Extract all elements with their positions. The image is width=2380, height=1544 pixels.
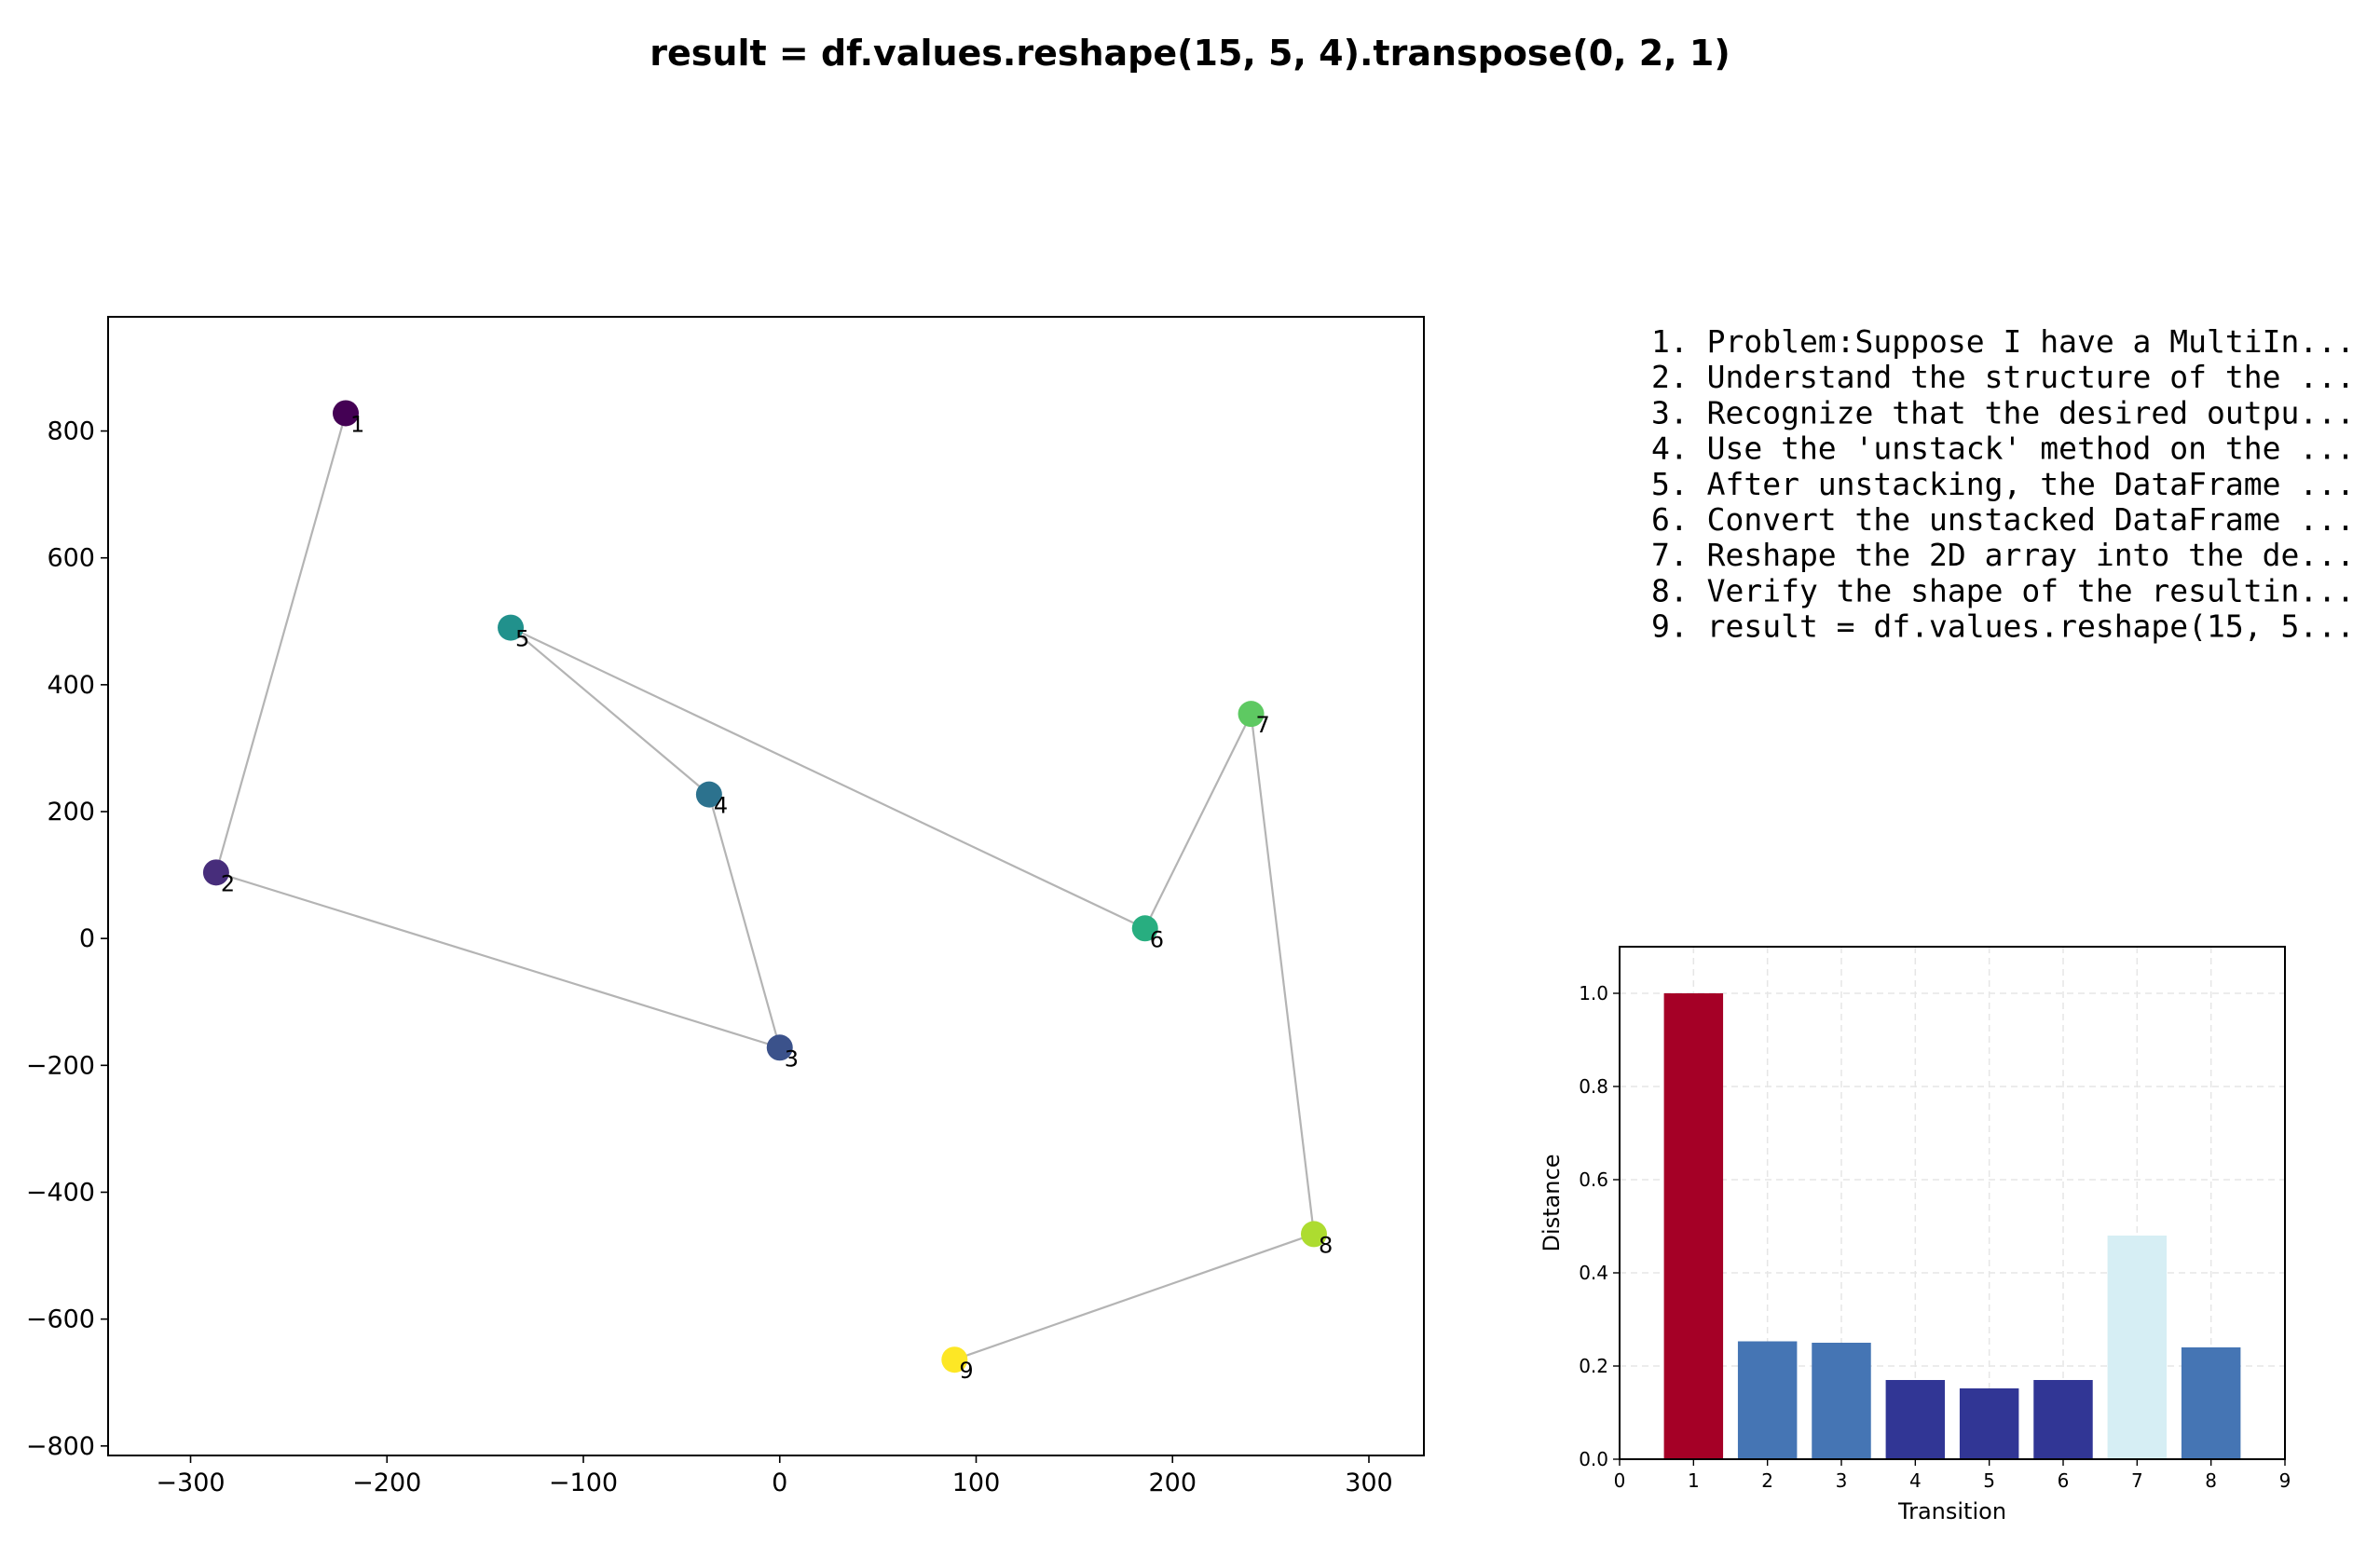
path-segment bbox=[1250, 714, 1316, 1235]
x-tick-label: −200 bbox=[352, 1469, 421, 1497]
step-item: 8. Verify the shape of the resultin... bbox=[1651, 572, 2355, 608]
y-tick-label: 400 bbox=[47, 671, 95, 700]
scatter-point bbox=[941, 1346, 968, 1373]
path-segment bbox=[1143, 713, 1252, 929]
path-segment bbox=[510, 626, 710, 796]
y-tick-label: 1.0 bbox=[1579, 982, 1608, 1004]
x-tick-label: 7 bbox=[2131, 1469, 2143, 1492]
bar bbox=[2181, 1347, 2241, 1459]
bar bbox=[1812, 1343, 1871, 1459]
scatter-point bbox=[498, 614, 525, 641]
x-tick-label: 9 bbox=[2279, 1469, 2291, 1492]
step-item: 9. result = df.values.reshape(15, 5... bbox=[1651, 608, 2355, 645]
point-label: 5 bbox=[515, 626, 529, 652]
step-item: 4. Use the 'unstack' method on the ... bbox=[1651, 430, 2355, 467]
steps-list: 1. Problem:Suppose I have a MultiIn...2.… bbox=[1651, 323, 2355, 645]
bar bbox=[1737, 1341, 1798, 1459]
x-tick-label: 8 bbox=[2205, 1469, 2217, 1492]
scatter-frame bbox=[107, 316, 1425, 1456]
scatter-plot: 1 2 3 4 5 6 7 8 9 −300 −200 −100 0 100 200 300 −800 −600 −… bbox=[26, 316, 1425, 1497]
path-segment bbox=[215, 871, 781, 1049]
step-item: 1. Problem:Suppose I have a MultiIn... bbox=[1651, 323, 2355, 360]
bar-chart: 0 1 2 3 4 5 6 7 8 9 0.0 0.2 0.4 0.6 0.8 1.0 Transition Di… bbox=[1539, 946, 2291, 1524]
y-tick-label: 0.0 bbox=[1579, 1448, 1608, 1470]
x-tick-label: −300 bbox=[156, 1469, 225, 1497]
y-tick-label: −200 bbox=[26, 1051, 95, 1080]
y-tick-label: −600 bbox=[26, 1305, 95, 1334]
x-axis-label: Transition bbox=[1897, 1498, 2006, 1524]
path-segment bbox=[707, 794, 781, 1048]
scatter-point bbox=[695, 781, 722, 808]
scatter-point bbox=[1131, 915, 1158, 942]
y-tick-label: 800 bbox=[47, 417, 95, 446]
step-item: 6. Convert the unstacked DataFrame ... bbox=[1651, 501, 2355, 538]
path-segment bbox=[214, 413, 348, 873]
scatter-point bbox=[1238, 701, 1265, 728]
step-item: 5. After unstacking, the DataFrame ... bbox=[1651, 466, 2355, 502]
path-segment bbox=[510, 626, 1146, 930]
scatter-point bbox=[1300, 1221, 1327, 1248]
y-tick-label: 600 bbox=[47, 544, 95, 573]
y-axis-label: Distance bbox=[1539, 1155, 1565, 1252]
path-segment bbox=[953, 1233, 1315, 1361]
y-tick-label: 0.6 bbox=[1579, 1168, 1608, 1191]
x-tick-label: 1 bbox=[1688, 1469, 1700, 1492]
x-tick-label: 0 bbox=[1614, 1469, 1626, 1492]
y-tick-label: 200 bbox=[47, 798, 95, 827]
point-label: 4 bbox=[714, 793, 728, 819]
bar bbox=[2107, 1236, 2168, 1459]
bar bbox=[1885, 1380, 1946, 1459]
y-tick-label: 0 bbox=[79, 924, 95, 953]
y-tick-label: −400 bbox=[26, 1178, 95, 1207]
scatter-point bbox=[202, 859, 229, 886]
x-tick-label: 0 bbox=[772, 1469, 787, 1497]
y-tick-label: 0.4 bbox=[1579, 1262, 1608, 1284]
point-label: 2 bbox=[221, 870, 235, 896]
step-item: 2. Understand the structure of the ... bbox=[1651, 359, 2355, 395]
point-label: 1 bbox=[350, 411, 364, 437]
bar bbox=[1663, 993, 1724, 1459]
y-tick-label: 0.2 bbox=[1579, 1355, 1608, 1377]
x-tick-label: 5 bbox=[1983, 1469, 1995, 1492]
bar-frame bbox=[1619, 946, 2286, 1460]
point-label: 6 bbox=[1150, 926, 1164, 952]
step-item: 7. Reshape the 2D array into the de... bbox=[1651, 537, 2355, 573]
point-label: 8 bbox=[1319, 1232, 1333, 1258]
bar bbox=[1959, 1388, 2019, 1459]
point-label: 9 bbox=[959, 1358, 973, 1384]
x-tick-label: 200 bbox=[1148, 1469, 1197, 1497]
x-tick-label: 300 bbox=[1345, 1469, 1393, 1497]
step-item: 3. Recognize that the desired outpu... bbox=[1651, 394, 2355, 430]
figure-title: result = df.values.reshape(15, 5, 4).tra… bbox=[650, 33, 1730, 74]
x-tick-label: 3 bbox=[1836, 1469, 1848, 1492]
y-tick-label: −800 bbox=[26, 1432, 95, 1461]
x-tick-label: 4 bbox=[1909, 1469, 1922, 1492]
scatter-point bbox=[766, 1034, 793, 1061]
point-label: 3 bbox=[785, 1045, 799, 1072]
x-tick-label: −100 bbox=[549, 1469, 618, 1497]
y-tick-label: 0.8 bbox=[1579, 1075, 1608, 1098]
x-tick-label: 100 bbox=[952, 1469, 1001, 1497]
x-tick-label: 6 bbox=[2058, 1469, 2070, 1492]
point-label: 7 bbox=[1256, 712, 1270, 738]
x-tick-label: 2 bbox=[1761, 1469, 1773, 1492]
bar bbox=[2033, 1380, 2093, 1459]
scatter-point bbox=[333, 400, 360, 427]
